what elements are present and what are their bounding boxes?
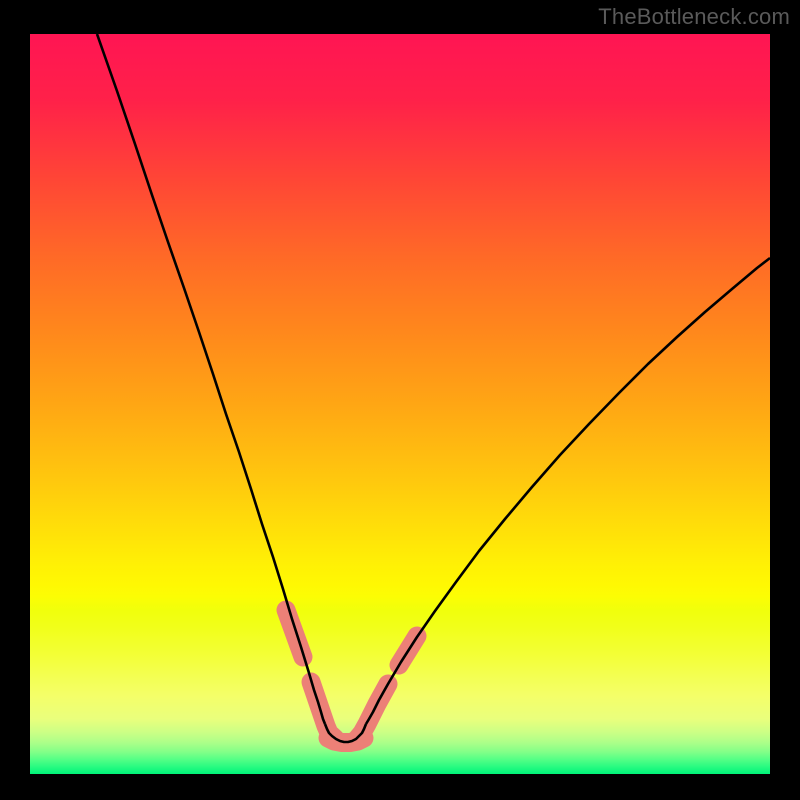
chart-frame: TheBottleneck.com: [0, 0, 800, 800]
bottleneck-chart: [30, 34, 770, 774]
attribution-text: TheBottleneck.com: [598, 4, 790, 30]
plot-area: [30, 34, 770, 774]
